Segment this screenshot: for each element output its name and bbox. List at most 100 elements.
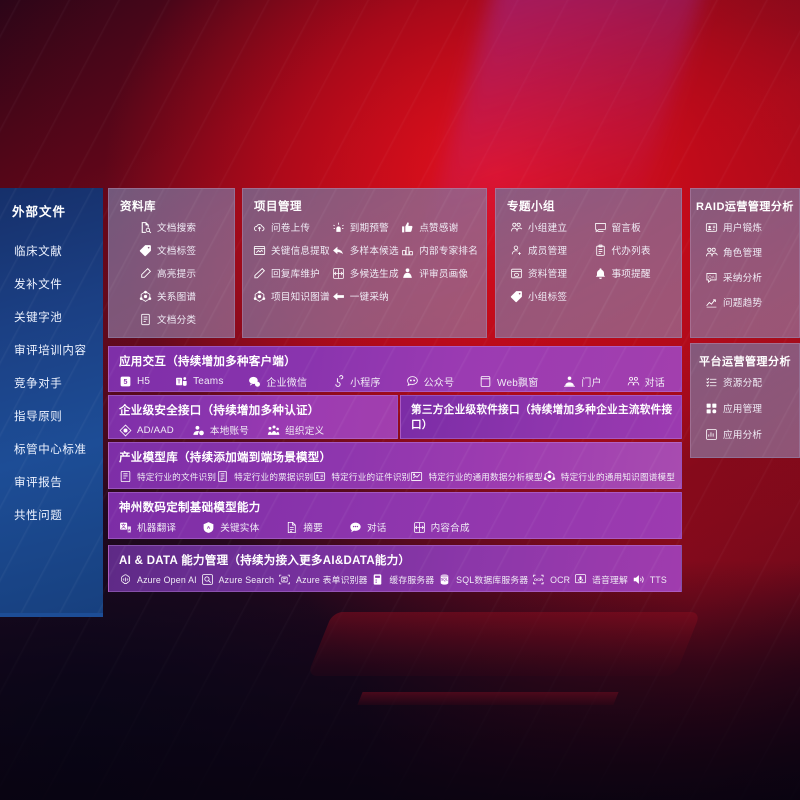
feature-cache-server[interactable]: 缓存服务器	[371, 573, 434, 586]
feature-azure-search[interactable]: Azure Search	[201, 573, 275, 586]
bar-industry-items: 特定行业的文件识别 特定行业的票据识别 特定行业的证件识别 特定行业的通用数据分…	[109, 470, 681, 488]
tag-icon	[510, 290, 523, 303]
svg-text:OCR: OCR	[534, 577, 543, 582]
feature-adoption-analysis[interactable]: QA 采纳分析	[705, 270, 791, 284]
feature-issue-trend[interactable]: 问题趋势	[705, 295, 791, 309]
feature-doc-tag[interactable]: 文档标签	[119, 243, 226, 257]
sidebar-item-guidelines[interactable]: 指导原则	[14, 411, 63, 423]
feature-chat[interactable]: 对话	[349, 520, 387, 534]
sidebar-item-review-training[interactable]: 审评培训内容	[14, 345, 87, 357]
feature-member-manage[interactable]: 成员管理	[510, 243, 590, 257]
feature-wechat-work[interactable]: 企业微信	[248, 374, 307, 389]
feature-receipt-recognition[interactable]: 特定行业的票据识别	[216, 470, 313, 483]
bar-ai-data-management: AI & DATA 能力管理（持续为接入更多AI&DATA能力） Azure O…	[108, 545, 682, 592]
sidebar-item-standards-center[interactable]: 标管中心标准	[14, 444, 87, 456]
feature-doc-search[interactable]: 文档搜索	[119, 220, 226, 234]
architecture-board: 外部文件 临床文献 发补文件 关键字池 审评培训内容 竞争对手 指导原则 标管中…	[0, 188, 800, 617]
feature-key-info-extract[interactable]: 关键信息提取	[253, 243, 330, 257]
feature-label: OCR	[550, 574, 571, 585]
feature-expert-ranking[interactable]: 内部专家排名	[401, 243, 478, 257]
feature-label: Azure Search	[218, 574, 275, 585]
panel-platform-title: 平台运营管理分析	[699, 356, 791, 368]
feature-official-account[interactable]: 公众号	[406, 374, 455, 389]
sidebar-item-keyword-pool[interactable]: 关键字池	[14, 312, 63, 324]
feature-azure-openai[interactable]: Azure Open AI	[119, 573, 197, 586]
content-synth-icon	[413, 521, 426, 534]
id-recognize-icon	[313, 470, 326, 483]
feature-summary[interactable]: 摘要	[285, 520, 323, 534]
feature-multi-candidate-gen[interactable]: 多候选生成	[332, 266, 399, 280]
feature-data-analysis-model[interactable]: 特定行业的通用数据分析模型	[410, 470, 543, 483]
official-account-icon	[406, 375, 419, 388]
sidebar-item-competitors[interactable]: 竞争对手	[14, 378, 63, 390]
feature-thanks-like[interactable]: 点赞感谢	[401, 220, 478, 234]
feature-local-account[interactable]: 本地账号	[192, 423, 249, 437]
feature-dialog[interactable]: 对话	[627, 374, 665, 389]
feature-ad-aad[interactable]: AD/AAD	[119, 424, 174, 437]
feature-tts[interactable]: TTS	[632, 573, 667, 586]
feature-label: TTS	[649, 574, 667, 585]
feature-form-recognizer[interactable]: Azure 表单识别器	[278, 573, 368, 586]
form-recognizer-icon	[278, 573, 291, 586]
feature-doc-classify[interactable]: 文档分类	[119, 312, 226, 326]
feature-message-board[interactable]: 留言板	[594, 220, 674, 234]
feature-role-manage[interactable]: 角色管理	[705, 245, 791, 259]
feature-label: 内部专家排名	[419, 246, 478, 257]
feature-reply-library[interactable]: 回复库维护	[253, 266, 330, 280]
feature-h5[interactable]: 5 H5	[119, 375, 150, 388]
feature-label: 摘要	[303, 523, 323, 534]
feature-file-recognition[interactable]: 特定行业的文件识别	[119, 470, 216, 483]
id-card-icon	[705, 221, 718, 234]
feature-sql-server[interactable]: SQL SQL数据库服务器	[438, 573, 528, 586]
cache-server-icon	[371, 573, 384, 586]
svg-text:A: A	[128, 528, 131, 532]
sidebar-item-clinical-literature[interactable]: 临床文献	[14, 246, 63, 258]
feature-group-tag[interactable]: 小组标签	[510, 289, 590, 303]
feature-key-entity[interactable]: A 关键实体	[202, 520, 259, 534]
feature-label: 到期预警	[349, 223, 389, 234]
feature-label: 公众号	[423, 378, 455, 389]
feature-speech-understanding[interactable]: 语音理解	[574, 573, 628, 586]
feature-knowledge-graph-model[interactable]: 特定行业的通用知识图谱模型	[543, 470, 675, 483]
feature-user-training[interactable]: 用户锻炼	[705, 220, 791, 234]
feature-web-popup[interactable]: Web飘窗	[479, 374, 538, 389]
feature-portal[interactable]: 门户	[563, 374, 602, 389]
wechat-work-icon	[248, 375, 261, 388]
feature-id-recognition[interactable]: 特定行业的证件识别	[313, 470, 410, 483]
svg-text:QA: QA	[708, 274, 714, 279]
feature-reviewer-profile[interactable]: 评审员画像	[401, 266, 478, 280]
feature-expiry-alert[interactable]: 到期预警	[332, 220, 399, 234]
feature-org-define[interactable]: 组织定义	[267, 423, 324, 437]
feature-teams[interactable]: T Teams	[175, 375, 223, 388]
sidebar-item-supplement-files[interactable]: 发补文件	[14, 279, 63, 291]
feature-project-knowledge-graph[interactable]: 项目知识图谱	[253, 289, 330, 303]
extract-icon	[253, 244, 266, 257]
feature-app-management[interactable]: 应用管理	[705, 401, 791, 415]
feature-miniprogram[interactable]: 小程序	[332, 374, 381, 389]
feature-todo-list[interactable]: 代办列表	[594, 243, 674, 257]
feature-multi-sample-candidate[interactable]: 多样本候选	[332, 243, 399, 257]
feature-ocr[interactable]: OCR OCR	[532, 573, 570, 586]
feature-material-manage[interactable]: 资料管理	[510, 266, 590, 280]
feature-highlight[interactable]: 高亮提示	[119, 266, 226, 280]
sidebar-item-common-issues[interactable]: 共性问题	[14, 510, 63, 522]
feature-resource-allocation[interactable]: 资源分配	[705, 375, 791, 389]
feature-relation-graph[interactable]: 关系图谱	[119, 289, 226, 303]
feature-api-designer[interactable]: API自动化设计器	[419, 437, 512, 438]
feature-label: 关键实体	[220, 523, 260, 534]
sidebar-item-review-report[interactable]: 审评报告	[14, 477, 63, 489]
feature-content-synthesis[interactable]: 内容合成	[413, 520, 470, 534]
feature-app-analysis[interactable]: 应用分析	[705, 427, 791, 441]
bar-interaction-title: 应用交互（持续增加多种客户端）	[119, 356, 296, 368]
svg-text:5: 5	[123, 379, 127, 386]
feature-label: 代办列表	[611, 246, 651, 257]
feature-group-create[interactable]: 小组建立	[510, 220, 590, 234]
feature-questionnaire-upload[interactable]: 问卷上传	[253, 220, 330, 234]
feature-item-reminder[interactable]: 事项提醒	[594, 266, 674, 280]
graph-icon	[139, 290, 152, 303]
teams-icon: T	[175, 375, 188, 388]
feature-one-click-adopt[interactable]: 一键采纳	[332, 289, 399, 303]
feature-label: 用户锻炼	[723, 223, 763, 234]
